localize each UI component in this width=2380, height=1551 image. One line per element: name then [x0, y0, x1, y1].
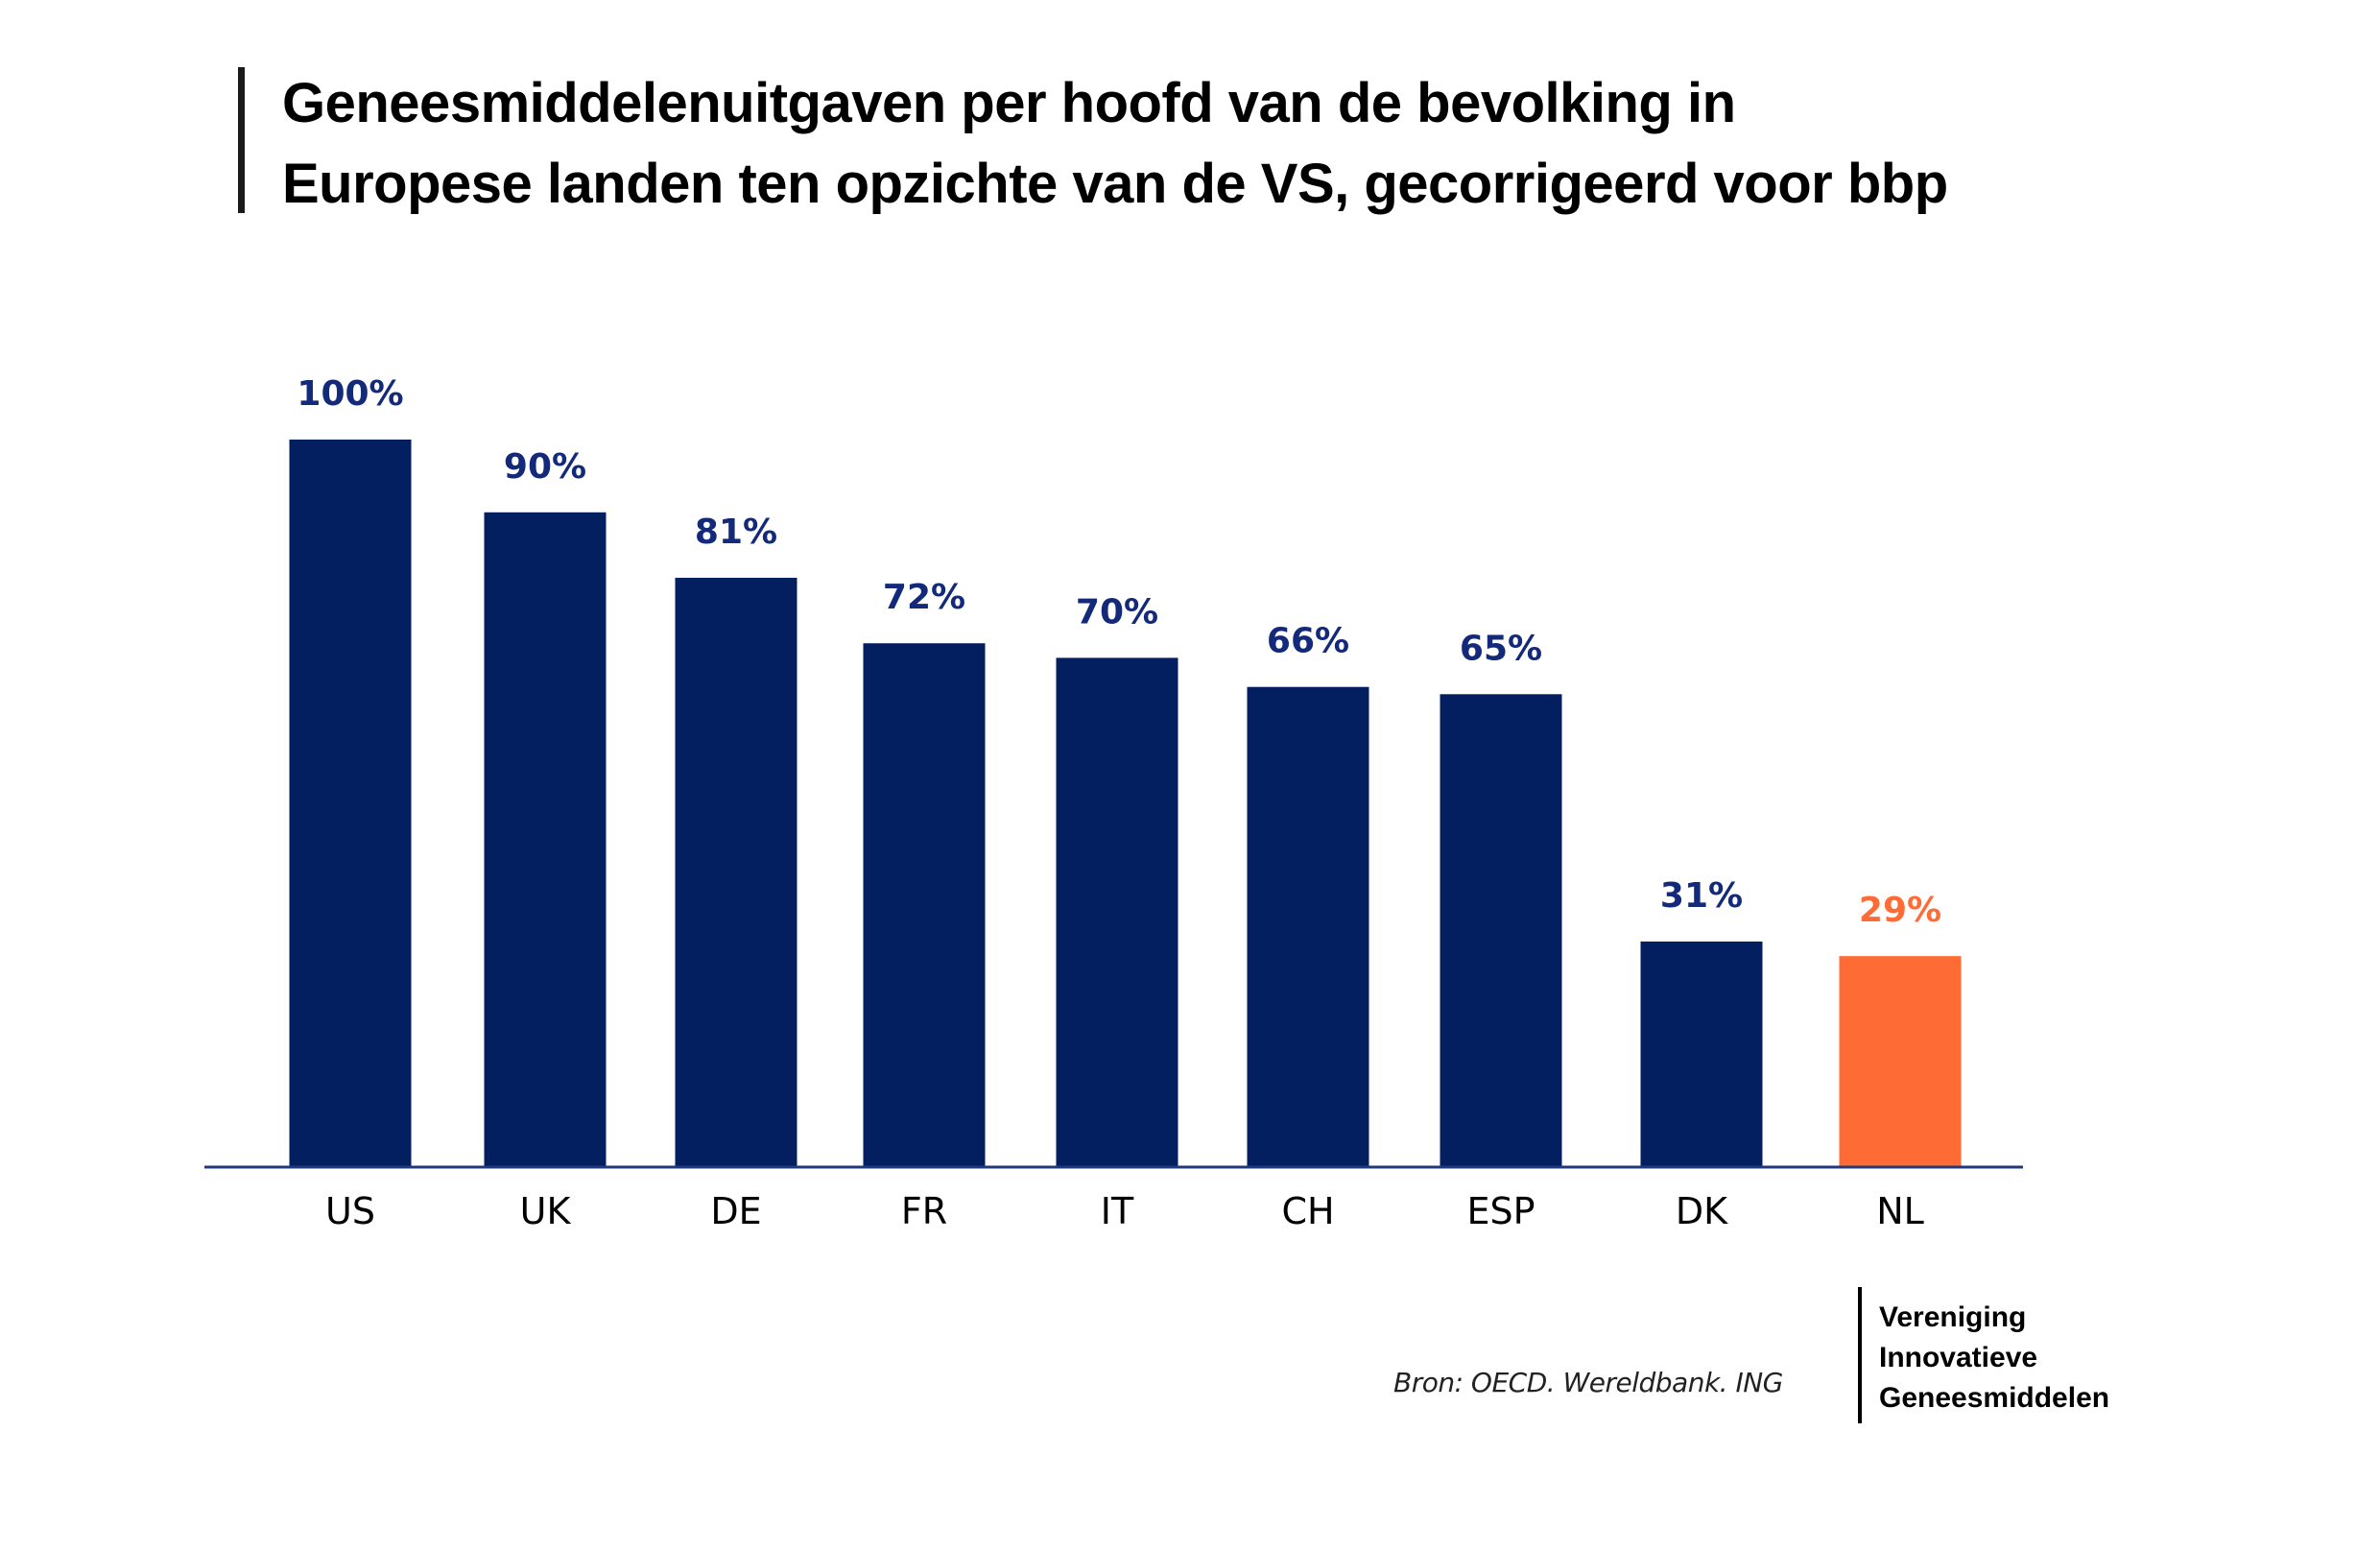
organization-logo: Vereniging Innovatieve Geneesmiddelen: [1879, 1298, 2109, 1419]
value-label-us: 100%: [297, 374, 403, 414]
value-label-dk: 31%: [1660, 876, 1743, 916]
logo-line-1: Vereniging: [1879, 1301, 2027, 1333]
bar-uk: [484, 512, 607, 1167]
bar-ch: [1247, 686, 1369, 1167]
value-label-nl: 29%: [1859, 891, 1941, 930]
bar-dk: [1640, 942, 1763, 1167]
bar-de: [675, 578, 797, 1167]
bar-nl: [1839, 956, 1962, 1167]
category-label-esp: ESP: [1466, 1190, 1535, 1232]
logo-line-2: Innovatieve: [1879, 1342, 2038, 1373]
value-label-de: 81%: [695, 513, 777, 552]
category-label-nl: NL: [1876, 1190, 1924, 1232]
category-label-dk: DK: [1676, 1190, 1728, 1232]
value-label-uk: 90%: [504, 447, 586, 487]
category-label-fr: FR: [901, 1190, 947, 1232]
category-label-us: US: [325, 1190, 375, 1232]
value-label-ch: 66%: [1267, 622, 1349, 661]
bar-esp: [1440, 694, 1562, 1167]
chart-title-line-1: Geneesmiddelenuitgaven per hoofd van de …: [282, 72, 1736, 134]
logo-line-3: Geneesmiddelen: [1879, 1382, 2110, 1414]
bars-group: [289, 440, 1962, 1167]
bar-it: [1056, 657, 1178, 1167]
value-label-fr: 72%: [883, 578, 965, 617]
title-accent-bar: [238, 67, 245, 213]
category-label-it: IT: [1101, 1190, 1134, 1232]
logo-divider: [1858, 1287, 1862, 1423]
category-label-uk: UK: [520, 1190, 572, 1232]
chart-title: Geneesmiddelenuitgaven per hoofd van de …: [282, 63, 1948, 225]
category-label-de: DE: [710, 1190, 761, 1232]
bar-us: [289, 440, 412, 1167]
bar-fr: [863, 643, 986, 1167]
value-label-esp: 65%: [1460, 629, 1542, 668]
category-label-ch: CH: [1281, 1190, 1334, 1232]
source-note: Bron: OECD. Wereldbank. ING: [1393, 1367, 1783, 1398]
value-labels-group: 100% 90% 81% 72% 70% 66% 65% 31% 29%: [297, 374, 1941, 930]
chart-title-line-2: Europese landen ten opzichte van de VS, …: [282, 153, 1948, 215]
category-labels-group: US UK DE FR IT CH ESP DK NL: [325, 1190, 1924, 1232]
value-label-it: 70%: [1076, 592, 1158, 632]
